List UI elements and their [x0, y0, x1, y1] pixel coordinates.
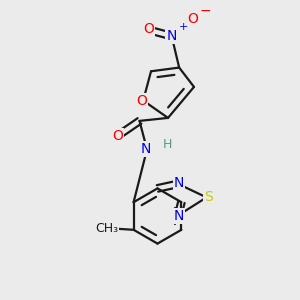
Text: −: −: [200, 4, 212, 18]
Text: S: S: [204, 190, 212, 204]
Text: +: +: [178, 22, 188, 32]
Text: N: N: [167, 29, 177, 43]
Text: N: N: [173, 176, 184, 190]
Text: N: N: [173, 209, 184, 223]
Text: O: O: [112, 129, 123, 143]
Text: CH₃: CH₃: [96, 222, 119, 235]
Text: N: N: [141, 142, 151, 156]
Text: O: O: [143, 22, 154, 37]
Text: H: H: [163, 137, 172, 151]
Text: O: O: [187, 12, 198, 26]
Text: O: O: [136, 94, 147, 108]
